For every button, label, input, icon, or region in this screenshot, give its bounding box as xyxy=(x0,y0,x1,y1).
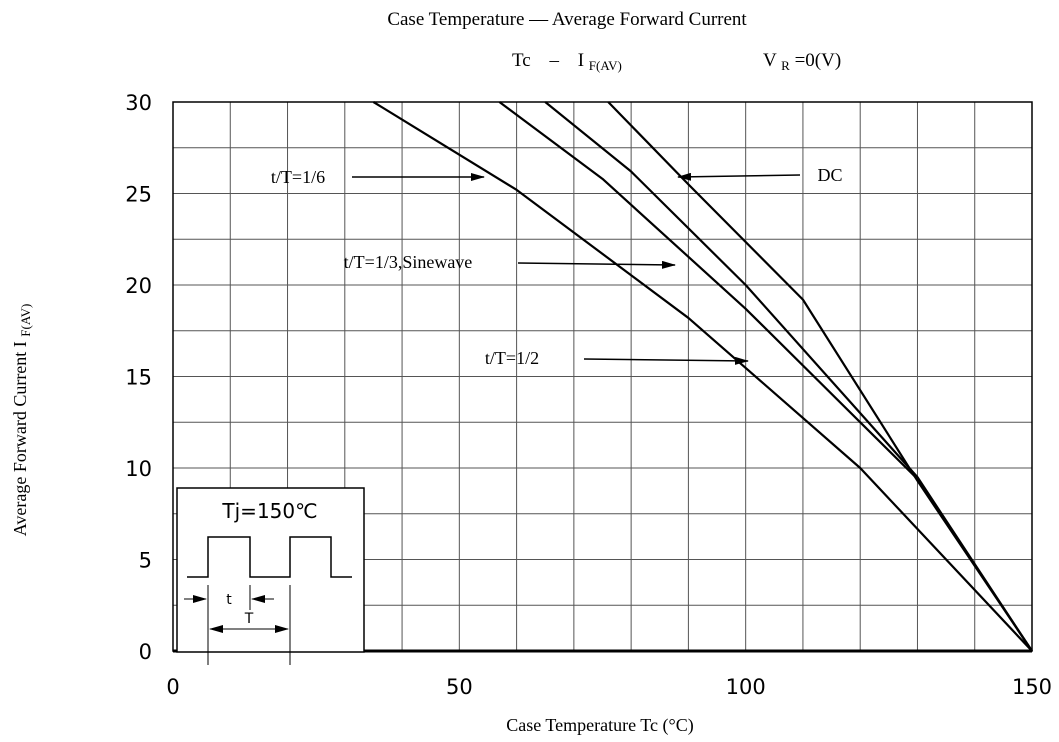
subtitle-voltage-sub: R xyxy=(781,58,790,73)
series-line-1 xyxy=(372,101,1033,652)
y-tick-label: 15 xyxy=(125,366,152,390)
subtitle-voltage-value: =0(V) xyxy=(795,50,842,71)
inset-T-label: T xyxy=(244,611,254,627)
y-axis-label: Average Forward Current I F(AV) xyxy=(10,304,33,537)
x-tick-label: 150 xyxy=(1012,675,1052,699)
inset-pulse-wave xyxy=(187,536,352,578)
tick-labels: 0 50 100 150 0 5 10 15 20 25 30 xyxy=(125,91,1052,699)
subtitle-voltage: V xyxy=(763,50,777,71)
series-line-3 xyxy=(544,101,1033,652)
subtitle-dash: – xyxy=(548,50,559,71)
subtitle-current-sub: F(AV) xyxy=(589,58,622,73)
y-axis-label-sub: F(AV) xyxy=(18,304,33,337)
y-tick-label: 0 xyxy=(139,640,152,664)
annotation-label: t/T=1/2 xyxy=(485,348,539,368)
x-tick-label: 50 xyxy=(446,675,473,699)
annotation-arrow xyxy=(583,356,749,365)
subtitle-tc: Tc xyxy=(512,50,531,71)
x-tick-label: 0 xyxy=(166,675,179,699)
subtitle-current: I xyxy=(578,50,584,71)
y-tick-label: 20 xyxy=(125,274,152,298)
annotation-label: t/T=1/6 xyxy=(271,167,325,187)
y-tick-label: 5 xyxy=(139,549,152,573)
x-axis-label: Case Temperature Tc (°C) xyxy=(506,715,693,736)
x-tick-label: 100 xyxy=(726,675,766,699)
annotation-arrow xyxy=(517,260,676,269)
y-tick-label: 30 xyxy=(125,91,152,115)
annotation-arrow xyxy=(677,172,801,181)
y-tick-label: 10 xyxy=(125,457,152,481)
inset-title: Tj=150℃ xyxy=(221,499,317,523)
series-lines xyxy=(372,101,1033,652)
series-line-4 xyxy=(607,101,1033,652)
inset-box: Tj=150℃ t T xyxy=(176,487,365,665)
y-tick-label: 25 xyxy=(125,183,152,207)
annotation-label: t/T=1/3,Sinewave xyxy=(344,252,473,272)
y-axis-label-main: Average Forward Current I xyxy=(10,341,30,536)
annotation-label: DC xyxy=(817,165,842,185)
inset-t-label: t xyxy=(226,592,232,608)
chart-title: Case Temperature — Average Forward Curre… xyxy=(387,9,747,30)
chart-subtitle: Tc – I F(AV) V R =0(V) xyxy=(512,50,841,75)
annotations: t/T=1/6 t/T=1/3,Sinewave t/T=1/2 DC xyxy=(271,165,843,368)
